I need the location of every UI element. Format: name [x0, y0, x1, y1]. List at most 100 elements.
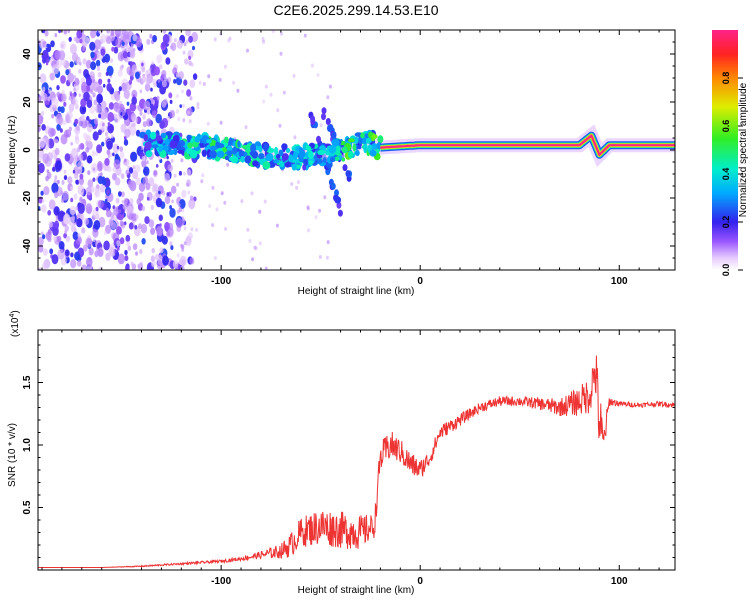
noise-blob: [186, 89, 192, 97]
ridge-blob: [145, 150, 153, 158]
noise-blob: [84, 217, 89, 226]
noise-speck: [207, 74, 211, 79]
noise-speck: [293, 135, 297, 140]
noise-blob: [127, 245, 132, 251]
noise-blob: [70, 141, 73, 146]
noise-blob: [138, 223, 142, 230]
noise-blob: [152, 35, 158, 43]
noise-blob: [135, 214, 139, 220]
ridge-blob: [240, 155, 245, 163]
noise-blob: [178, 170, 182, 176]
noise-blob: [62, 190, 69, 201]
noise-blob: [82, 46, 86, 52]
ridge-blob: [317, 149, 326, 156]
noise-blob: [159, 247, 164, 254]
noise-blob: [141, 66, 146, 73]
ridge-blob: [371, 143, 378, 150]
noise-speck: [206, 121, 210, 126]
noise-blob: [188, 55, 192, 61]
noise-blob: [38, 126, 41, 133]
branch-blob: [310, 118, 316, 126]
noise-blob: [55, 139, 59, 144]
ridge-blob: [335, 145, 341, 155]
noise-speck: [244, 125, 248, 130]
colorbar-tick-label: 0.0: [721, 264, 731, 277]
noise-blob: [79, 61, 82, 66]
noise-blob: [58, 50, 66, 61]
noise-blob: [178, 71, 184, 80]
noise-blob: [47, 210, 52, 216]
noise-blob: [189, 195, 194, 201]
noise-blob: [111, 46, 115, 52]
top-x-tick-label: 100: [611, 276, 628, 287]
ridge-blob: [158, 145, 163, 152]
noise-blob: [189, 257, 195, 265]
noise-speck: [248, 239, 252, 243]
noise-blob: [73, 87, 76, 92]
noise-blob: [155, 113, 162, 124]
noise-blob: [138, 262, 144, 270]
noise-blob: [102, 122, 105, 127]
ridge-blob: [162, 144, 169, 152]
noise-blob: [181, 189, 187, 198]
noise-blob: [120, 112, 123, 116]
branch-blob: [316, 135, 321, 143]
noise-speck: [185, 39, 189, 44]
noise-blob: [92, 81, 100, 92]
noise-speck: [326, 95, 330, 100]
noise-blob: [39, 73, 47, 84]
noise-blob: [119, 237, 125, 245]
noise-speck: [201, 173, 205, 178]
noise-speck: [314, 215, 318, 220]
ridge-blob: [164, 138, 170, 145]
noise-speck: [295, 185, 299, 190]
noise-blob: [124, 249, 128, 256]
ridge-blob: [331, 138, 340, 147]
noise-blob: [158, 190, 161, 195]
noise-blob: [112, 166, 117, 173]
noise-blob: [47, 229, 52, 236]
ridge-blob: [341, 146, 348, 154]
noise-blob: [128, 167, 134, 174]
noise-blob: [95, 59, 101, 67]
noise-blob: [86, 99, 93, 108]
noise-speck: [264, 84, 268, 89]
ridge-blob: [274, 146, 279, 155]
noise-speck: [211, 185, 215, 190]
ridge-blob: [258, 153, 265, 160]
noise-blob: [106, 189, 110, 195]
noise-blob: [156, 260, 163, 270]
noise-blob: [45, 61, 49, 66]
ridge-blob: [276, 154, 281, 159]
noise-blob: [88, 247, 94, 256]
noise-blob: [192, 45, 195, 51]
noise-blob: [183, 171, 186, 176]
noise-blob: [69, 91, 73, 95]
ridge-blob: [250, 150, 254, 157]
ridge-blob: [224, 155, 229, 161]
noise-blob: [41, 198, 45, 203]
ridge-blob: [363, 144, 368, 154]
noise-blob: [38, 244, 44, 253]
noise-speck: [181, 103, 185, 108]
colorbar: 0.0 0.2 0.4 0.6 0.8 Normalized spectral ampl…: [712, 30, 749, 276]
noise-blob: [134, 225, 138, 230]
noise-blob: [116, 246, 120, 251]
noise-blob: [182, 118, 186, 123]
noise-blob: [130, 123, 134, 128]
noise-blob: [179, 255, 187, 267]
branch-blob: [336, 201, 342, 209]
noise-blob: [170, 245, 174, 251]
ridge-blob: [265, 153, 274, 162]
noise-blob: [140, 223, 148, 234]
noise-blob: [77, 233, 81, 238]
ridge-blob: [328, 144, 337, 154]
noise-speck: [318, 255, 322, 259]
snr-frame: [37, 329, 676, 571]
noise-speck: [290, 182, 294, 186]
noise-blob: [167, 77, 172, 83]
noise-blob: [98, 173, 101, 177]
noise-blob: [166, 155, 169, 160]
y-scale-exponent: 4: [9, 314, 16, 318]
noise-speck: [183, 241, 187, 246]
